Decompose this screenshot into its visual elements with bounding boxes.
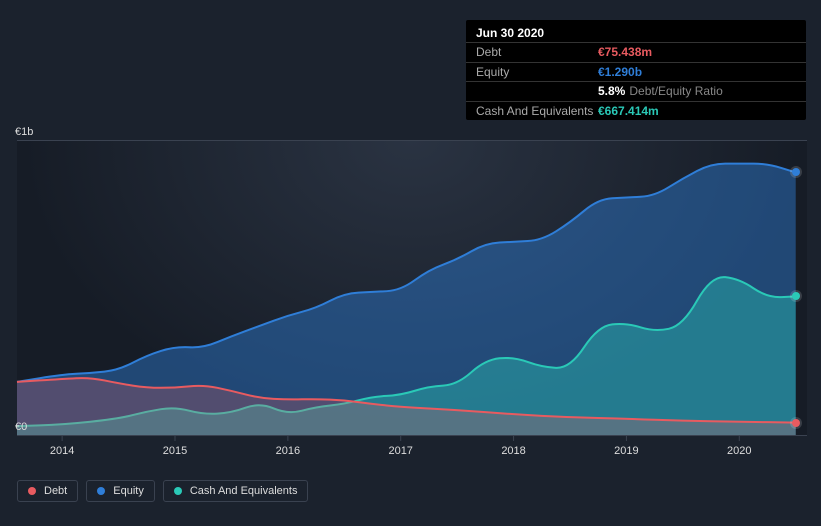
x-axis-label: 2014 bbox=[42, 445, 82, 457]
x-axis-label: 2017 bbox=[381, 445, 421, 457]
legend-item-equity[interactable]: Equity bbox=[86, 480, 155, 502]
x-axis-label: 2015 bbox=[155, 445, 195, 457]
tooltip-row-label: Cash And Equivalents bbox=[476, 104, 598, 118]
legend-item-cash-and-equivalents[interactable]: Cash And Equivalents bbox=[163, 480, 309, 502]
x-axis-label: 2016 bbox=[268, 445, 308, 457]
y-axis-label: €0 bbox=[15, 421, 45, 433]
legend: Debt Equity Cash And Equivalents bbox=[17, 480, 308, 502]
x-axis-label: 2018 bbox=[494, 445, 534, 457]
tooltip-row-suffix: Debt/Equity Ratio bbox=[629, 84, 722, 98]
tooltip-row: Cash And Equivalents€667.414m bbox=[466, 102, 806, 120]
tooltip-row: Debt€75.438m bbox=[466, 43, 806, 62]
y-axis-label: €1b bbox=[15, 126, 45, 138]
legend-item-label: Equity bbox=[113, 485, 144, 497]
financials-chart-container: { "chart": { "type": "area", "plot": { "… bbox=[0, 0, 821, 526]
tooltip-row: 5.8% Debt/Equity Ratio bbox=[466, 82, 806, 101]
tooltip-row-value: €75.438m bbox=[598, 45, 652, 59]
tooltip-date: Jun 30 2020 bbox=[476, 26, 544, 40]
legend-dot-icon bbox=[28, 487, 36, 495]
tooltip-row-value: €1.290b bbox=[598, 65, 642, 79]
tooltip-row-label bbox=[476, 84, 598, 98]
legend-dot-icon bbox=[174, 487, 182, 495]
x-axis-label: 2020 bbox=[719, 445, 759, 457]
tooltip-row: Equity€1.290b bbox=[466, 63, 806, 82]
legend-dot-icon bbox=[97, 487, 105, 495]
legend-item-label: Debt bbox=[44, 485, 67, 497]
x-axis-label: 2019 bbox=[606, 445, 646, 457]
tooltip-row-value: 5.8% bbox=[598, 84, 625, 98]
legend-item-label: Cash And Equivalents bbox=[190, 485, 298, 497]
tooltip-panel: Jun 30 2020 Debt€75.438mEquity€1.290b5.8… bbox=[466, 20, 806, 120]
legend-item-debt[interactable]: Debt bbox=[17, 480, 78, 502]
tooltip-row-label: Equity bbox=[476, 65, 598, 79]
tooltip-row-value: €667.414m bbox=[598, 104, 659, 118]
series-marker-debt bbox=[792, 419, 800, 427]
tooltip-row-label: Debt bbox=[476, 45, 598, 59]
